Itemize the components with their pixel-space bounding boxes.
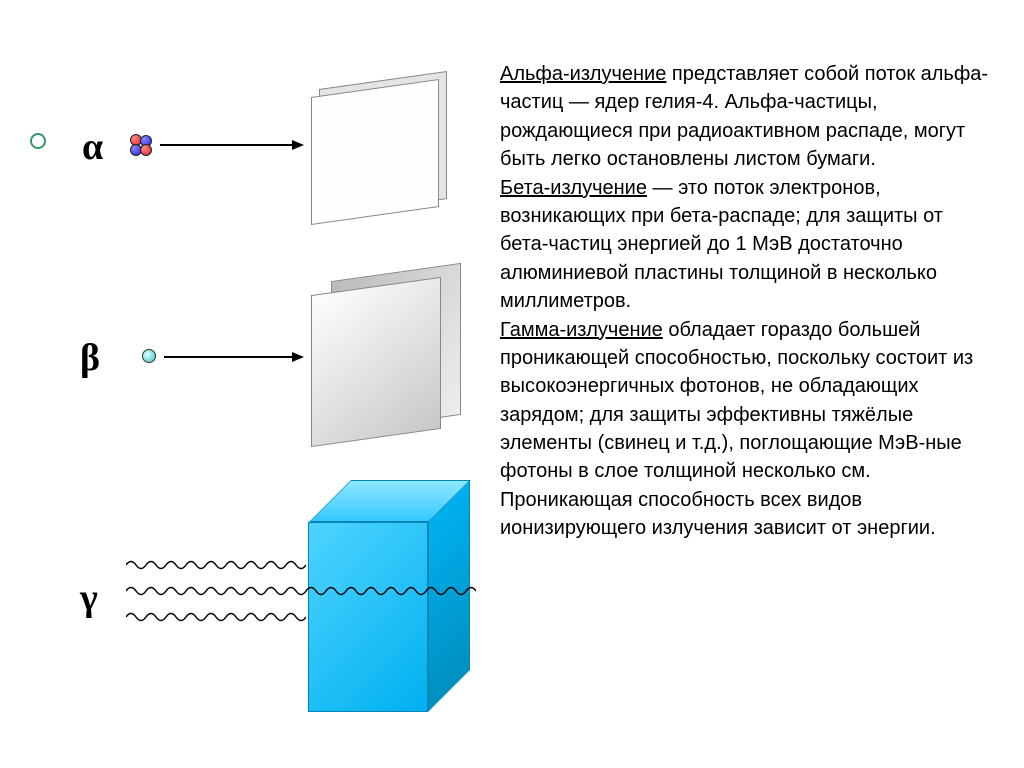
gamma-symbol: γ bbox=[80, 576, 98, 620]
alpha-symbol: α bbox=[82, 125, 103, 169]
beta-arrow-head bbox=[292, 352, 304, 362]
beta-plate-sheet bbox=[311, 277, 441, 447]
beta-arrow bbox=[164, 356, 292, 358]
gamma-wave-2 bbox=[126, 584, 476, 598]
alpha-particle-icon bbox=[128, 133, 158, 163]
gamma-desc: обладает гораздо большей проникающей спо… bbox=[500, 319, 973, 540]
beta-symbol: β bbox=[80, 336, 100, 380]
gamma-wave-3 bbox=[126, 610, 306, 624]
alpha-heading: Альфа-излучение bbox=[500, 63, 666, 85]
beta-heading: Бета-излучение bbox=[500, 177, 647, 199]
gamma-wave-1 bbox=[126, 558, 306, 572]
description-text: Альфа-излучение представляет собой поток… bbox=[500, 60, 995, 543]
beta-particle-icon bbox=[142, 349, 156, 363]
alpha-arrow-head bbox=[292, 140, 304, 150]
slide-bullet bbox=[30, 133, 46, 149]
gamma-heading: Гамма-излучение bbox=[500, 319, 663, 341]
alpha-arrow bbox=[160, 144, 292, 146]
alpha-paper-sheet bbox=[311, 79, 439, 225]
radiation-diagram: α β γ bbox=[56, 40, 466, 740]
